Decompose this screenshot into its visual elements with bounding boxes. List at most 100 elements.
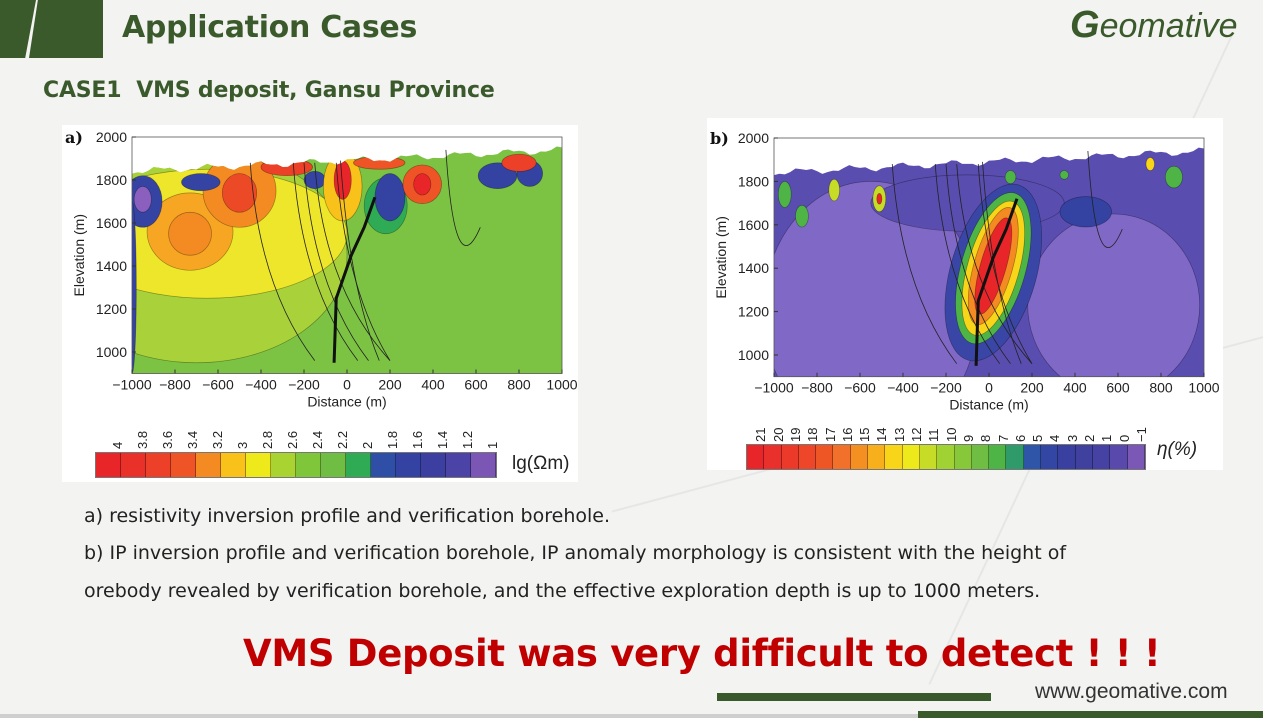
header-accent-block [29,0,103,58]
anomaly-blob [353,155,406,170]
colorbar-tick-label: 10 [943,427,959,442]
x-tick-label: −600 [844,380,876,396]
orebody-intersection [974,198,1019,366]
x-tick-label: 800 [1149,380,1173,396]
colorbar-tick-label: 2.8 [260,430,275,449]
anomaly-blob [795,204,809,228]
colorbar-segment [937,445,955,469]
geomative-logo: Geomative [1070,4,1238,46]
footer-bar [918,711,1263,718]
borehole-trace [249,162,316,361]
colorbar-tick-label: 11 [926,428,942,443]
anomaly-blob [1164,165,1183,189]
colorbar-tick-label: 12 [909,427,925,442]
x-tick-label: 1000 [546,377,577,393]
x-tick-label: 400 [421,377,445,393]
x-tick-label: 400 [1063,380,1087,396]
colorbar-tick-label: 1.6 [410,430,425,449]
colorbar-tick-label: 1.2 [460,430,475,449]
x-tick-label: −1000 [112,377,152,393]
colorbar-segment [421,453,446,477]
anomaly-blob [133,186,152,213]
colorbar-tick-label: 3.6 [160,430,175,449]
colorbar-segment [121,453,146,477]
y-tick-label: 1000 [738,347,769,363]
x-tick-label: 200 [1020,380,1044,396]
colorbar-segment [954,445,972,469]
x-tick-label: 0 [343,377,351,393]
colorbar-tick-label: 2.6 [285,430,300,449]
colorbar-segment [798,445,817,469]
colorbar-segment [396,453,421,477]
colorbar-segment [271,453,296,477]
x-tick-label: 200 [378,377,402,393]
anomaly-blob [777,181,792,208]
x-tick-label: −800 [801,380,833,396]
x-tick-label: −200 [930,380,962,396]
colorbar-tick-label: 4 [110,441,125,449]
anomaly-blob [1145,157,1155,171]
x-tick-label: 1000 [1188,380,1219,396]
colorbar-tick-label: 3 [1064,434,1080,442]
colorbar-tick-label: 8 [978,434,994,442]
colorbar-tick-label: 3 [235,441,250,449]
borehole-trace [891,164,958,364]
borehole-trace [445,149,481,247]
anomaly-blob [501,153,537,172]
x-tick-label: 0 [985,380,993,396]
colorbar-tick-label: 6 [1012,434,1028,442]
y-tick-label: 1400 [96,258,127,274]
colorbar-tick-label: 13 [891,427,907,442]
caption-a: a) resistivity inversion profile and ver… [84,505,610,527]
case-subtitle: CASE1 VMS deposit, Gansu Province [43,78,495,103]
colorbar-segment [747,445,765,469]
y-tick-label: 1800 [738,173,769,189]
colorbar-segment [171,453,196,477]
section-field [774,147,1204,377]
colorbar-segment [96,453,121,477]
colorbar-segment [246,453,271,477]
colorbar-segment [816,445,834,469]
x-tick-label: −400 [245,377,277,393]
anomaly-blob [168,211,212,256]
colorbar-unit: η(%) [1157,439,1198,460]
panel-label: b) [710,129,729,148]
caption-b-line2: orebody revealed by verification borehol… [84,580,1041,602]
colorbar-segment [1075,445,1093,469]
anomaly-blob [1059,170,1069,180]
anomaly-blob [374,173,406,222]
colorbar-segment [781,445,799,469]
borehole-trace [945,164,1011,364]
colorbar-segment [1110,445,1128,469]
anomaly-blob [221,173,258,213]
anomaly-blob [413,173,432,196]
colorbar-segment [1058,445,1076,469]
section-field [132,146,562,374]
colorbar-segment [1041,445,1059,469]
colorbar-segment [196,453,221,477]
colorbar-labels: 21 20 19 18 17 16 15 14 13 12 11 10 9 8 7 6 5 4 3 2 1 0 −1 [746,416,1149,443]
colorbar-tick-label: 14 [874,427,890,442]
anomaly-blob [303,171,326,189]
footer-divider [0,714,918,718]
anomaly-blob [828,178,840,202]
y-tick-label: 1400 [738,260,769,276]
colorbar-labels: 4 3.8 3.6 3.4 3.2 3 2.8 2.6 2.4 2.2 2 1.8 1.6 1.4 1.2 1 [95,423,500,449]
anomaly-blob [1059,196,1112,228]
colorbar-segment [885,445,903,469]
colorbar-tick-label: 2 [360,441,375,449]
borehole-trace [982,161,1022,364]
anomaly-blob [1004,170,1017,184]
colorbar-tick-label: 3.2 [210,430,225,449]
y-tick-label: 1800 [96,172,127,188]
resistivity-figure: −1000 −800 −600 −400 −200 0 200 400 600 800 1000 20… [62,125,578,482]
colorbar-tick-label: 4 [1047,434,1063,442]
y-tick-label: 1600 [738,217,769,233]
borehole-trace [314,162,391,361]
colorbar-tick-label: 1.4 [435,430,450,449]
x-axis-label: Distance (m) [307,394,386,410]
website-link[interactable]: www.geomative.com [1035,680,1228,703]
x-tick-label: −200 [288,377,320,393]
colorbar-tick-label: 2.4 [310,430,325,449]
page-title: Application Cases [122,10,418,45]
